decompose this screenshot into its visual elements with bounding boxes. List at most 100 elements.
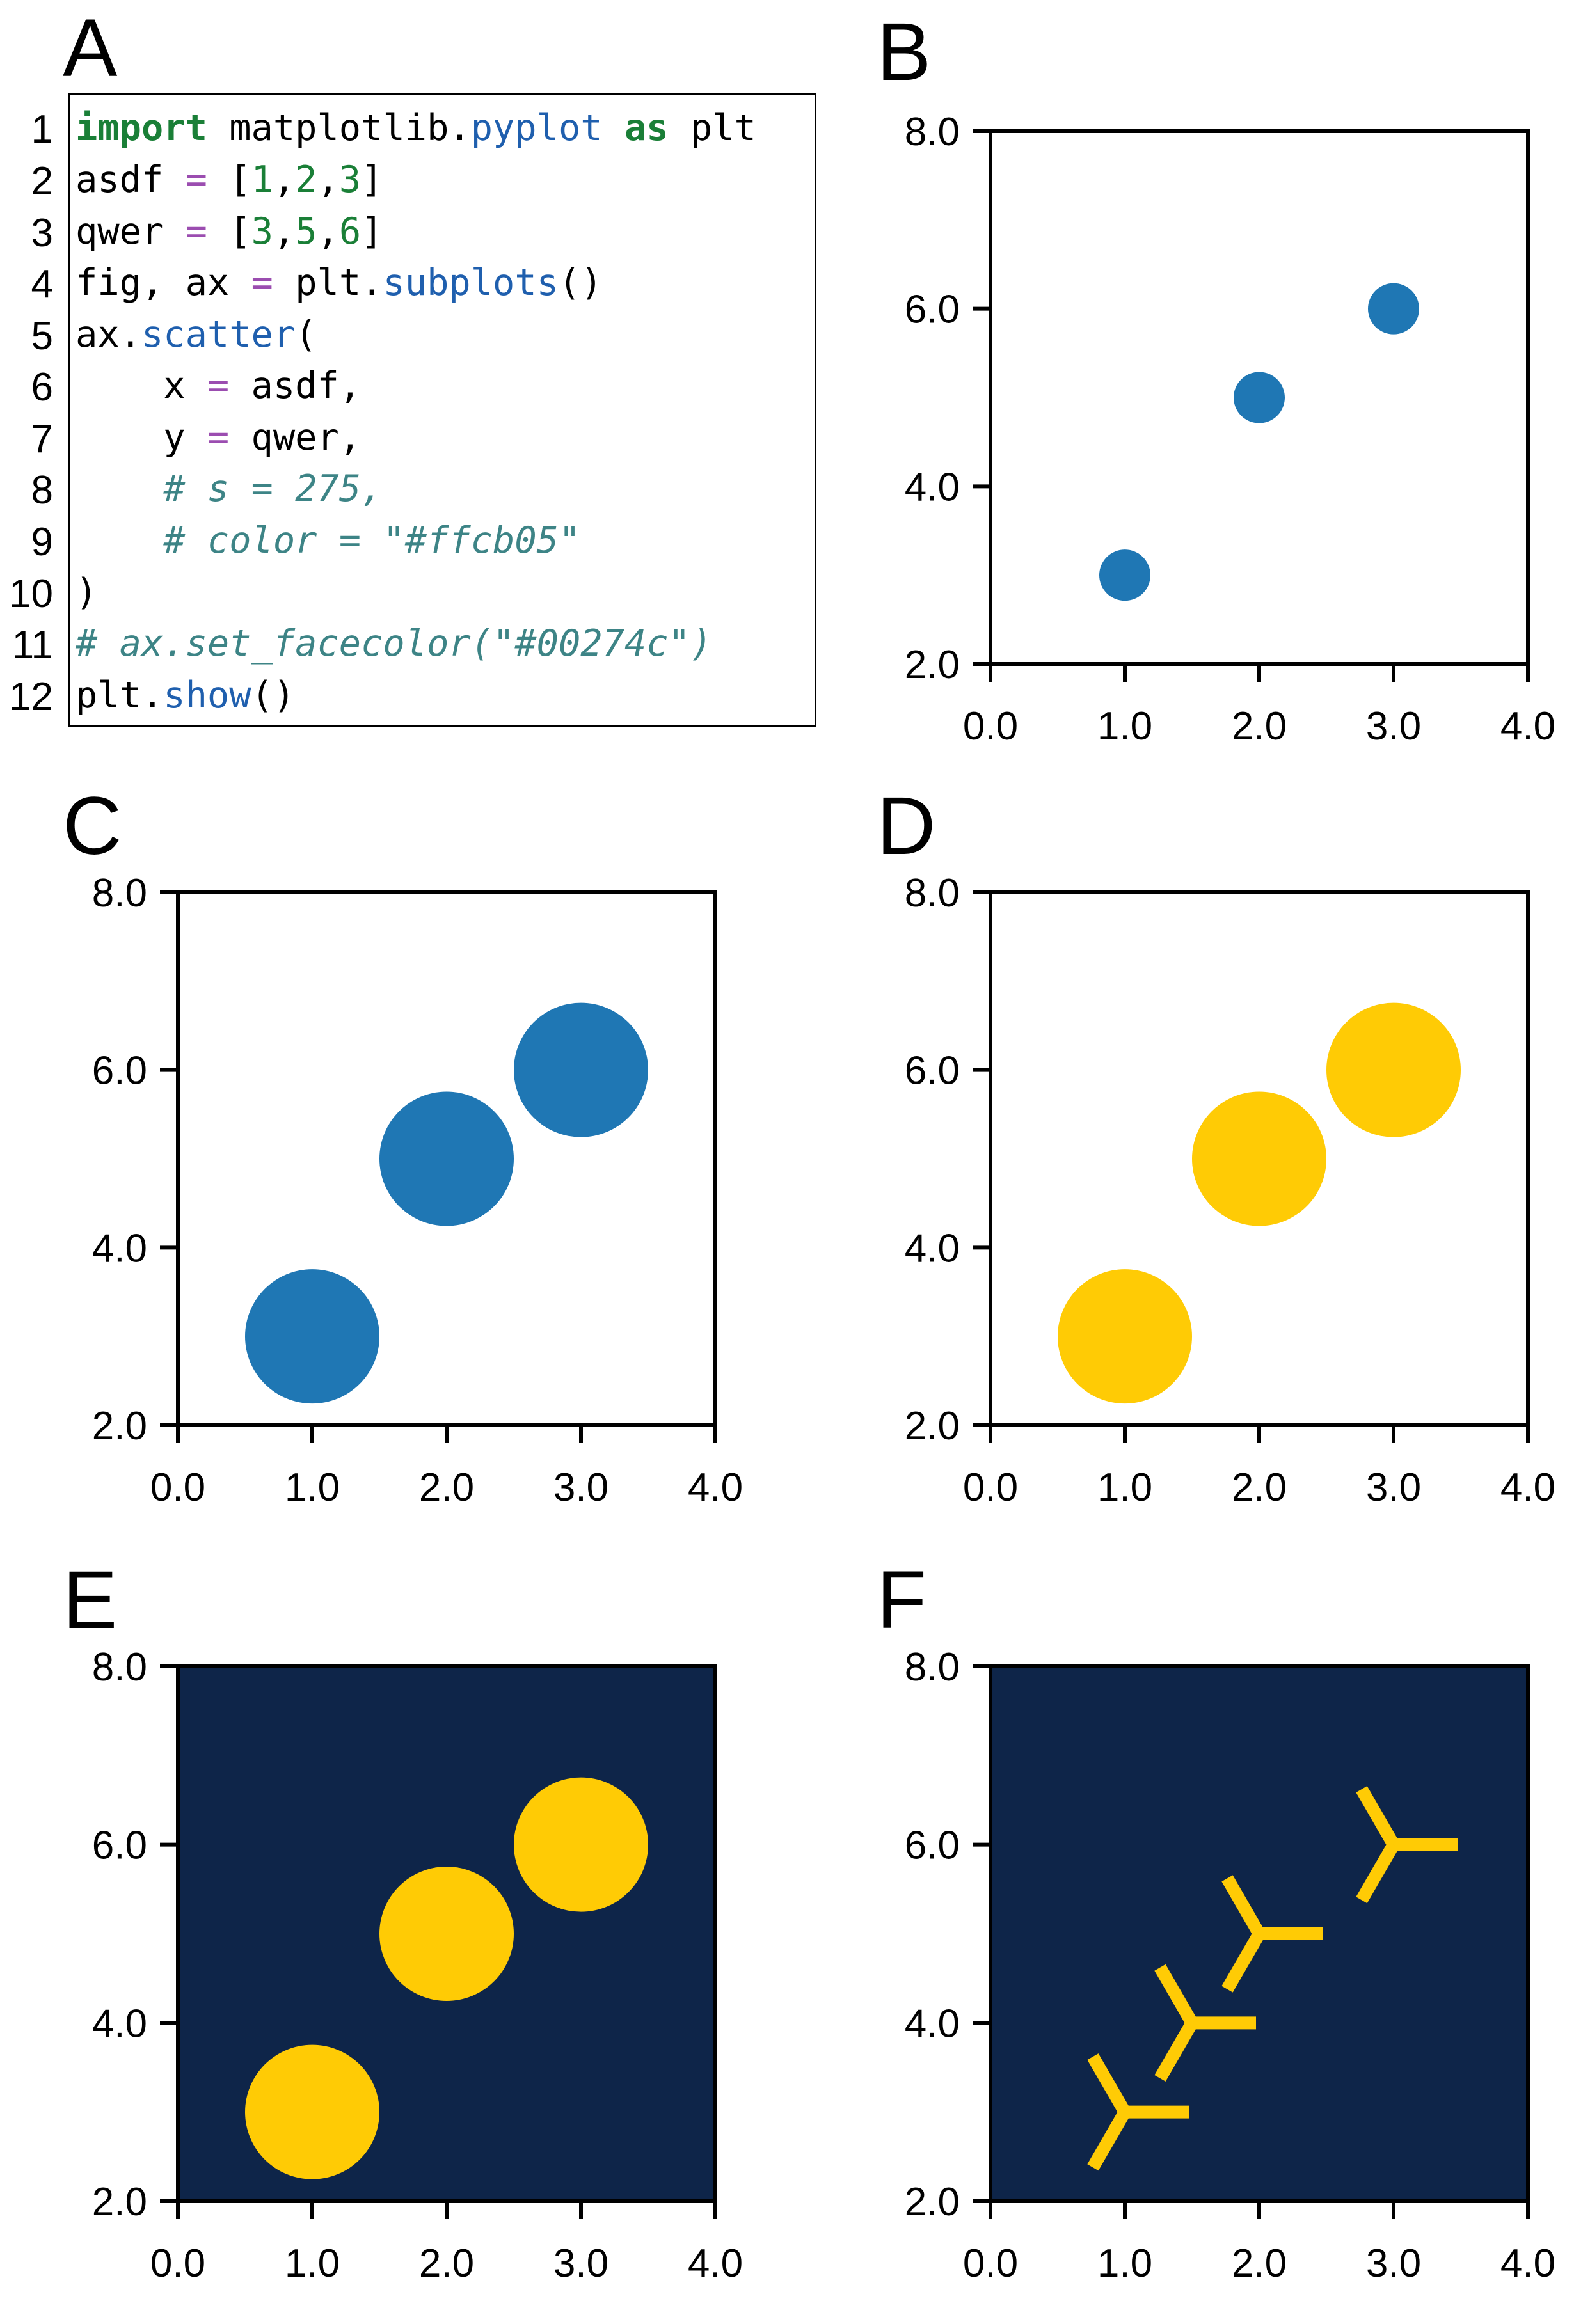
line-number: 3	[31, 211, 53, 255]
code-line: 1 import matplotlib.pyplot as plt	[0, 107, 825, 158]
code-token: 6	[338, 210, 362, 253]
x-tick-label: 1.0	[285, 2241, 340, 2286]
x-tick-label: 3.0	[1366, 2241, 1421, 2286]
marker-arm	[1221, 1930, 1265, 1993]
code-token: plt.	[76, 674, 164, 716]
data-point	[379, 1091, 514, 1226]
panel-letter-a: A	[63, 3, 118, 94]
y-tick-label: 6.0	[905, 1824, 960, 1868]
code-token: (	[295, 313, 317, 356]
code-text: # ax.set_facecolor("#00274c")	[76, 622, 712, 665]
line-number: 2	[31, 159, 53, 203]
code-line: 4 fig, ax = plt.subplots()	[0, 262, 825, 313]
y-tick-label: 8.0	[905, 1645, 960, 1689]
code-token: ax.	[76, 313, 141, 356]
y-tick-label: 6.0	[92, 1824, 147, 1868]
code-text: fig, ax = plt.subplots()	[76, 262, 603, 304]
code-token: pyplot	[470, 107, 603, 149]
y-tick-label: 4.0	[92, 1226, 147, 1270]
code-text: asdf = [1,2,3]	[76, 159, 383, 201]
marker-arm	[1356, 1841, 1399, 1904]
code-token: ()	[559, 262, 603, 304]
code-text: # color = "#ffcb05"	[76, 519, 580, 562]
y-tick-label: 8.0	[905, 110, 960, 154]
code-token: y	[76, 416, 207, 459]
code-token: =	[185, 210, 207, 253]
y-tick-label: 8.0	[905, 871, 960, 915]
code-token: ()	[251, 674, 296, 716]
code-line: 2 asdf = [1,2,3]	[0, 159, 825, 210]
code-token: 2	[295, 159, 317, 201]
code-token: ,	[273, 159, 296, 201]
code-text: y = qwer,	[76, 416, 361, 459]
code-token: )	[76, 571, 98, 613]
data-point	[245, 1269, 379, 1404]
x-tick-label: 1.0	[1097, 1466, 1152, 1510]
code-token: ,	[273, 210, 296, 253]
x-tick-label: 0.0	[150, 1466, 205, 1510]
code-token: ,	[317, 159, 339, 201]
y-tick-label: 4.0	[905, 1226, 960, 1270]
code-token: ,	[317, 210, 339, 253]
data-point	[1058, 1269, 1192, 1404]
code-token: as	[624, 107, 669, 149]
y-tick-label: 6.0	[905, 288, 960, 332]
code-line: 10)	[0, 571, 825, 622]
code-token: subplots	[383, 262, 559, 304]
code-line: 8 # s = 275,	[0, 468, 825, 519]
y-tick-label: 6.0	[905, 1049, 960, 1093]
line-number: 1	[31, 107, 53, 152]
code-token: qwer	[76, 210, 186, 253]
code-line: 3 qwer = [3,5,6]	[0, 210, 825, 262]
x-tick-label: 4.0	[1500, 1466, 1555, 1510]
marker-arm	[1356, 1786, 1399, 1848]
x-tick-label: 0.0	[963, 1466, 1018, 1510]
data-point	[1192, 1091, 1326, 1226]
panel-letter-d: D	[877, 780, 935, 872]
code-token: 1	[251, 159, 273, 201]
x-tick-label: 0.0	[963, 704, 1018, 748]
data-point	[514, 1777, 648, 1912]
code-token: ]	[361, 210, 383, 253]
line-number: 7	[31, 417, 53, 461]
marker-arm	[1221, 1875, 1265, 1938]
code-token: =	[185, 159, 207, 201]
code-token	[603, 107, 624, 149]
data-point	[1099, 549, 1150, 601]
code-token: x	[76, 365, 207, 407]
code-text: ax.scatter(	[76, 313, 317, 356]
code-line: 9 # color = "#ffcb05"	[0, 519, 825, 571]
data-point	[1087, 2053, 1189, 2171]
code-token: 3	[251, 210, 273, 253]
panel-letter-e: E	[63, 1554, 117, 1646]
code-token: ]	[361, 159, 383, 201]
code-token: [	[207, 210, 251, 253]
x-tick-label: 0.0	[963, 2241, 1018, 2286]
y-tick-label: 2.0	[905, 643, 960, 687]
line-number: 6	[31, 365, 53, 409]
y-tick-label: 4.0	[92, 2002, 147, 2046]
code-token: =	[207, 365, 230, 407]
code-box	[68, 93, 816, 727]
line-number: 8	[31, 468, 53, 512]
line-number: 9	[31, 520, 53, 564]
y-tick-label: 2.0	[92, 2180, 147, 2224]
x-tick-label: 1.0	[1097, 704, 1152, 748]
x-tick-label: 2.0	[1232, 2241, 1287, 2286]
data-point	[1234, 372, 1285, 423]
code-token: import	[76, 107, 207, 149]
marker-arm	[1154, 1964, 1198, 2027]
x-tick-label: 1.0	[285, 1466, 340, 1510]
x-tick-label: 2.0	[419, 1466, 474, 1510]
code-token: matplotlib.	[207, 107, 471, 149]
panel-letter-b: B	[877, 6, 931, 98]
data-point	[1356, 1786, 1458, 1904]
chart-b: B 0.0 1.0 2.0 3.0 4.0 2.0 4.0 6.0 8.0	[877, 6, 1555, 748]
data-point	[1326, 1002, 1461, 1137]
x-tick-label: 2.0	[419, 2241, 474, 2286]
code-text: )	[76, 571, 97, 613]
code-text: # s = 275,	[76, 468, 383, 510]
chart-d: D 0.0 1.0 2.0 3.0 4.0 2.0 4.0 6.0 8.0	[877, 780, 1555, 1510]
y-tick-label: 4.0	[905, 465, 960, 509]
chart-f: F 0.0 1.0 2.0 3.0 4.0 2.0 4.0 6.0 8.0	[877, 1554, 1555, 2286]
